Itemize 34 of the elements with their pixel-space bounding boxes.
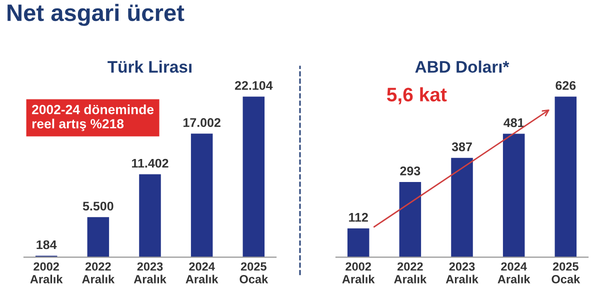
x-tick-label: 2023 Aralık (134, 262, 166, 284)
x-tick-label: 2025 Ocak (240, 262, 268, 284)
bar (190, 134, 213, 258)
x-tick-label: 2023 Aralık (446, 262, 478, 284)
data-label: 184 (36, 240, 57, 250)
annotation: 5,6 kat (387, 87, 447, 104)
chart-title: Türk Lirası (108, 60, 192, 73)
data-label: 17.002 (184, 118, 220, 127)
data-label: 5.500 (82, 202, 114, 211)
bar (502, 134, 525, 258)
bar (399, 182, 422, 258)
data-label: 481 (504, 118, 524, 128)
x-tick-label: 2024 Aralık (498, 262, 530, 284)
data-label: 293 (400, 166, 420, 176)
data-label: 112 (349, 212, 368, 222)
text: Net asgari ücret (8, 4, 184, 26)
x-tick-label: 2002 Aralık (30, 262, 63, 284)
data-label: 387 (452, 142, 472, 152)
bar (139, 174, 161, 258)
x-tick-label: 2024 Aralık (186, 262, 218, 284)
x-tick-label: 2025 Ocak (552, 262, 580, 284)
x-tick-label: 2022 Aralık (394, 262, 427, 284)
bar (347, 228, 370, 258)
chart-title: ABD Doları* (415, 60, 510, 73)
data-label: 11.402 (132, 158, 168, 168)
bar (87, 217, 110, 258)
bar (242, 96, 265, 258)
data-label: 22.104 (234, 81, 273, 90)
bar (451, 158, 473, 258)
data-label: 626 (556, 81, 576, 90)
bar (554, 96, 577, 258)
x-tick-label: 2002 Aralık (342, 262, 375, 284)
x-tick-label: 2022 Aralık (82, 262, 115, 284)
annotation: 2002-24 döneminde reel artış %218 (32, 104, 154, 132)
